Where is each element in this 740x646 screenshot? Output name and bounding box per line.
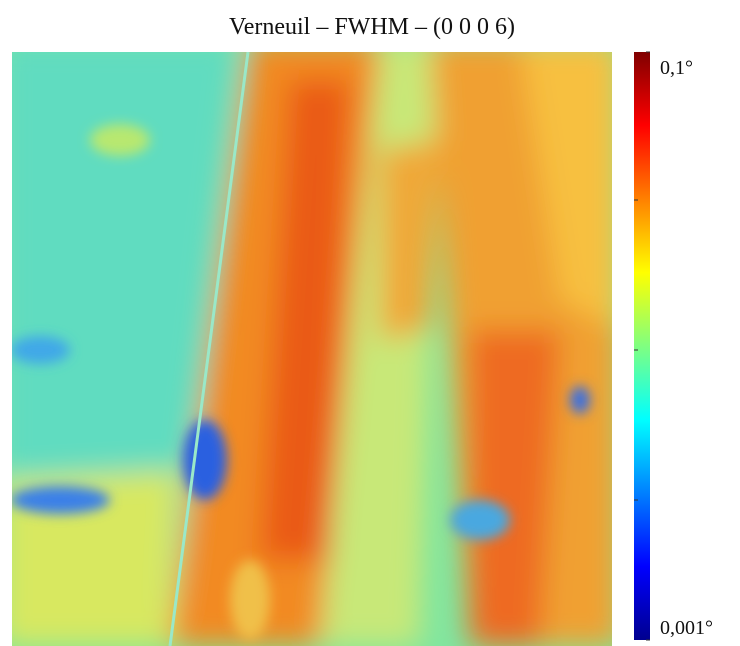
colorbar <box>634 52 650 640</box>
chart-title: Verneuil – FWHM – (0 0 0 6) <box>229 14 515 40</box>
colorbar-tick-label: 0,1° <box>660 57 693 79</box>
colorbar-tick-label: 0,001° <box>660 617 713 639</box>
map-image <box>12 52 612 646</box>
